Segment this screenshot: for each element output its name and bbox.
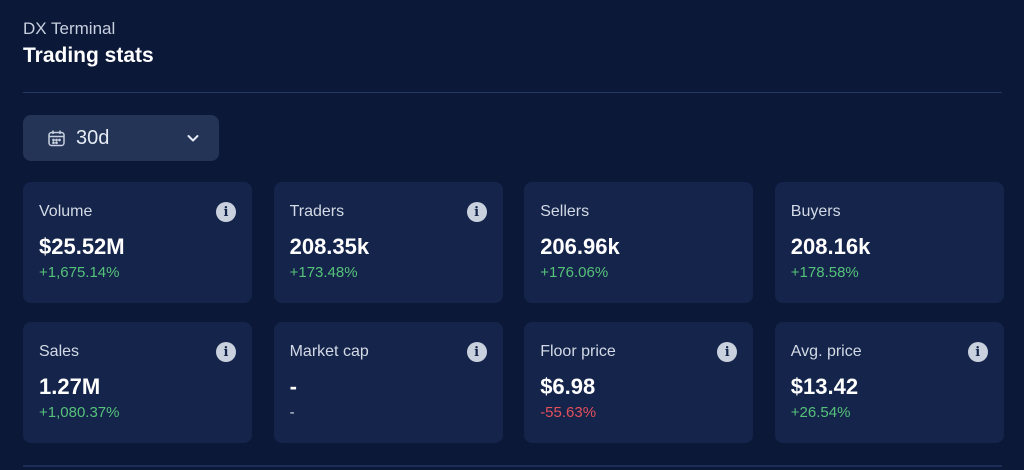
info-icon[interactable]: i (967, 342, 988, 362)
info-icon[interactable]: i (466, 342, 487, 362)
page-subtitle: DX Terminal (23, 19, 116, 38)
stat-change: +176.06% (540, 264, 609, 281)
period-select-value: 30d (76, 126, 110, 149)
stat-label: Floor price (540, 343, 616, 360)
calendar-icon (47, 129, 66, 148)
stat-label: Buyers (790, 203, 841, 220)
period-select[interactable]: 30d (23, 115, 219, 161)
stat-card-buyers: Buyers 208.16k +178.58% (774, 182, 1004, 303)
info-icon[interactable]: i (216, 342, 236, 362)
stat-card-floor-price: Floor price $6.98 -55.63% i (524, 322, 754, 443)
stat-change: +1,080.37% (39, 404, 120, 421)
section-divider (23, 465, 1002, 467)
stat-change: +26.54% (790, 404, 851, 421)
info-icon[interactable]: i (216, 202, 236, 222)
stat-card-traders: Traders 208.35k +173.48% i (273, 182, 503, 303)
stat-label: Avg. price (790, 343, 862, 360)
stat-label: Volume (39, 203, 93, 220)
chevron-down-icon (185, 130, 201, 146)
stat-value: 208.35k (289, 234, 370, 259)
header-divider (23, 92, 1002, 93)
stat-value: 1.27M (39, 374, 101, 399)
info-icon[interactable]: i (466, 202, 487, 222)
page-title: Trading stats (23, 44, 154, 67)
stat-change: - (289, 404, 295, 421)
stat-value: 208.16k (790, 234, 871, 259)
stat-label: Sales (39, 343, 80, 360)
stats-grid: Volume $25.52M +1,675.14% i Traders 208.… (23, 182, 1004, 443)
stat-label: Sellers (540, 203, 590, 220)
stat-change: -55.63% (540, 404, 597, 421)
page-header: DX Terminal Trading stats (23, 17, 154, 71)
stat-card-market-cap: Market cap - - i (273, 322, 503, 443)
stat-card-volume: Volume $25.52M +1,675.14% i (23, 182, 252, 303)
stat-value: $6.98 (540, 374, 596, 399)
info-icon[interactable]: i (717, 342, 738, 362)
stat-change: +1,675.14% (39, 264, 120, 281)
stat-label: Market cap (289, 343, 369, 360)
stat-card-sales: Sales 1.27M +1,080.37% i (23, 322, 252, 443)
stat-value: 206.96k (540, 234, 620, 259)
stat-value: $13.42 (790, 374, 859, 399)
stat-card-avg-price: Avg. price $13.42 +26.54% i (774, 322, 1004, 443)
stat-value: $25.52M (39, 234, 125, 259)
stat-value: - (289, 374, 297, 399)
stat-card-sellers: Sellers 206.96k +176.06% (524, 182, 754, 303)
stat-label: Traders (289, 203, 345, 220)
stat-change: +173.48% (289, 264, 358, 281)
stat-change: +178.58% (790, 264, 859, 281)
